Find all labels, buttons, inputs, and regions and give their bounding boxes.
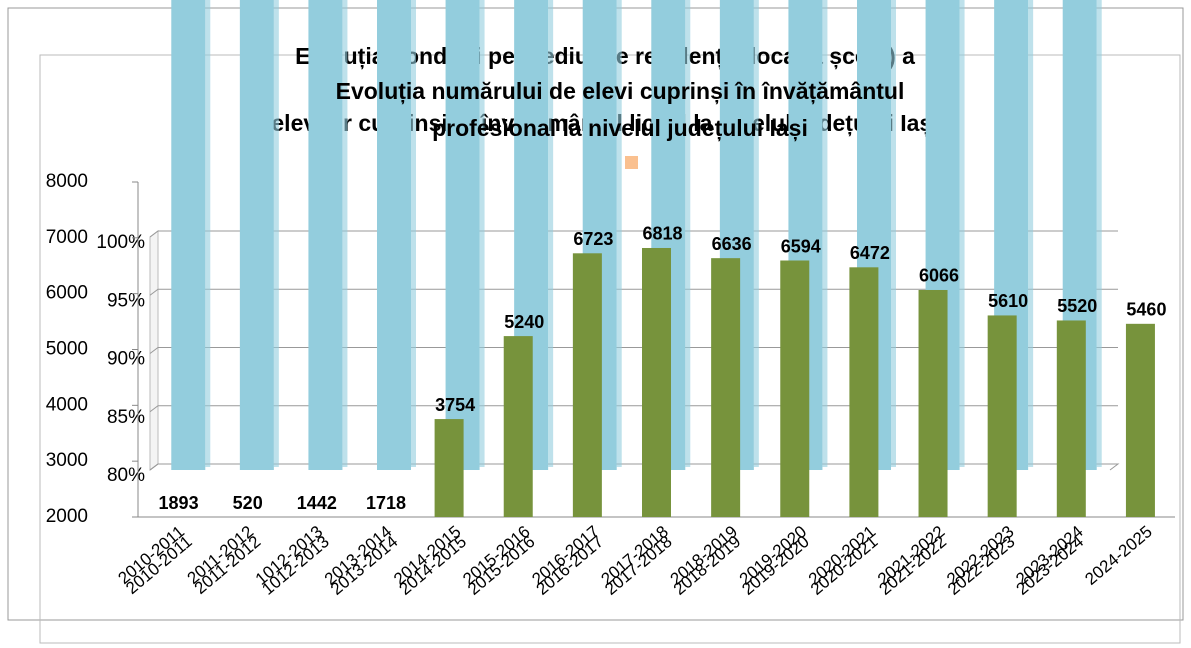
bar bbox=[918, 289, 948, 517]
y-tick-label: 100% bbox=[96, 232, 145, 253]
chart-title: profesional la nivelul județului Iași bbox=[432, 115, 808, 142]
bar-segment bbox=[171, 0, 211, 470]
data-label: 6636 bbox=[712, 234, 752, 254]
data-label: 6472 bbox=[850, 243, 890, 263]
data-label: 6594 bbox=[781, 236, 821, 256]
bar-side bbox=[342, 0, 348, 467]
bar bbox=[780, 260, 810, 517]
bar bbox=[849, 267, 879, 517]
grid-line bbox=[149, 230, 1118, 238]
y-tick-label: 85% bbox=[107, 407, 145, 428]
bar-side bbox=[1096, 0, 1102, 467]
bar bbox=[434, 419, 464, 517]
bar-side bbox=[753, 0, 759, 467]
bar-side bbox=[616, 0, 622, 467]
y-tick-label: 95% bbox=[107, 290, 145, 311]
bar bbox=[572, 253, 602, 517]
y-tick-label: 4000 bbox=[46, 394, 88, 415]
bar bbox=[1056, 320, 1086, 517]
bar bbox=[711, 258, 741, 517]
bar bbox=[987, 315, 1017, 517]
chart-title: Evoluția numărului de elevi cuprinși în … bbox=[336, 78, 905, 105]
bar-segment bbox=[377, 0, 416, 470]
y-tick-label: 2000 bbox=[46, 506, 88, 527]
bar-side bbox=[685, 0, 691, 467]
bar-segment bbox=[239, 0, 279, 470]
x-tick-label: 2024-2025 bbox=[1081, 522, 1156, 589]
y-tick-label: 7000 bbox=[46, 227, 88, 248]
bar-side bbox=[411, 0, 416, 467]
bar-side bbox=[548, 0, 554, 468]
bar-segment bbox=[308, 0, 348, 470]
bar bbox=[158, 517, 187, 523]
bar-side bbox=[479, 0, 485, 467]
y-tick-label: 8000 bbox=[46, 171, 88, 192]
data-label: 520 bbox=[233, 493, 263, 513]
data-label: 6818 bbox=[642, 224, 682, 244]
bar-side bbox=[891, 0, 896, 467]
bar bbox=[308, 0, 343, 470]
bar bbox=[503, 336, 533, 517]
grid-line bbox=[149, 288, 1118, 296]
grid-line bbox=[149, 463, 1118, 471]
bar bbox=[377, 0, 411, 470]
data-label: 6723 bbox=[573, 229, 613, 249]
grid-line bbox=[149, 347, 1118, 354]
bar bbox=[1125, 323, 1155, 517]
data-label: 5460 bbox=[1126, 300, 1166, 320]
data-label: 5240 bbox=[504, 312, 544, 332]
bar bbox=[239, 0, 274, 470]
bar-side bbox=[1028, 0, 1034, 467]
bar-side bbox=[205, 0, 211, 467]
bar bbox=[445, 0, 480, 470]
bar-side bbox=[959, 0, 965, 467]
floor bbox=[149, 463, 1120, 471]
data-label: 1442 bbox=[297, 493, 337, 513]
y-tick-label: 80% bbox=[107, 465, 145, 486]
bar-side bbox=[822, 0, 828, 467]
data-label: 3754 bbox=[435, 395, 475, 415]
y-tick-label: 6000 bbox=[46, 283, 88, 304]
y-tick-label: 5000 bbox=[46, 339, 88, 360]
legend-swatch bbox=[625, 156, 638, 169]
bar-side bbox=[273, 0, 279, 467]
data-label: 5610 bbox=[988, 291, 1028, 311]
bar bbox=[171, 0, 206, 470]
data-label: 6066 bbox=[919, 266, 959, 286]
data-label: 1893 bbox=[159, 493, 199, 513]
grid-line bbox=[149, 405, 1118, 413]
y-tick-label: 90% bbox=[107, 349, 145, 370]
data-label: 5520 bbox=[1057, 296, 1097, 316]
bar bbox=[642, 247, 671, 517]
data-label: 1718 bbox=[366, 493, 406, 513]
bar-segment bbox=[445, 0, 485, 470]
y-tick-label: 3000 bbox=[46, 450, 88, 471]
